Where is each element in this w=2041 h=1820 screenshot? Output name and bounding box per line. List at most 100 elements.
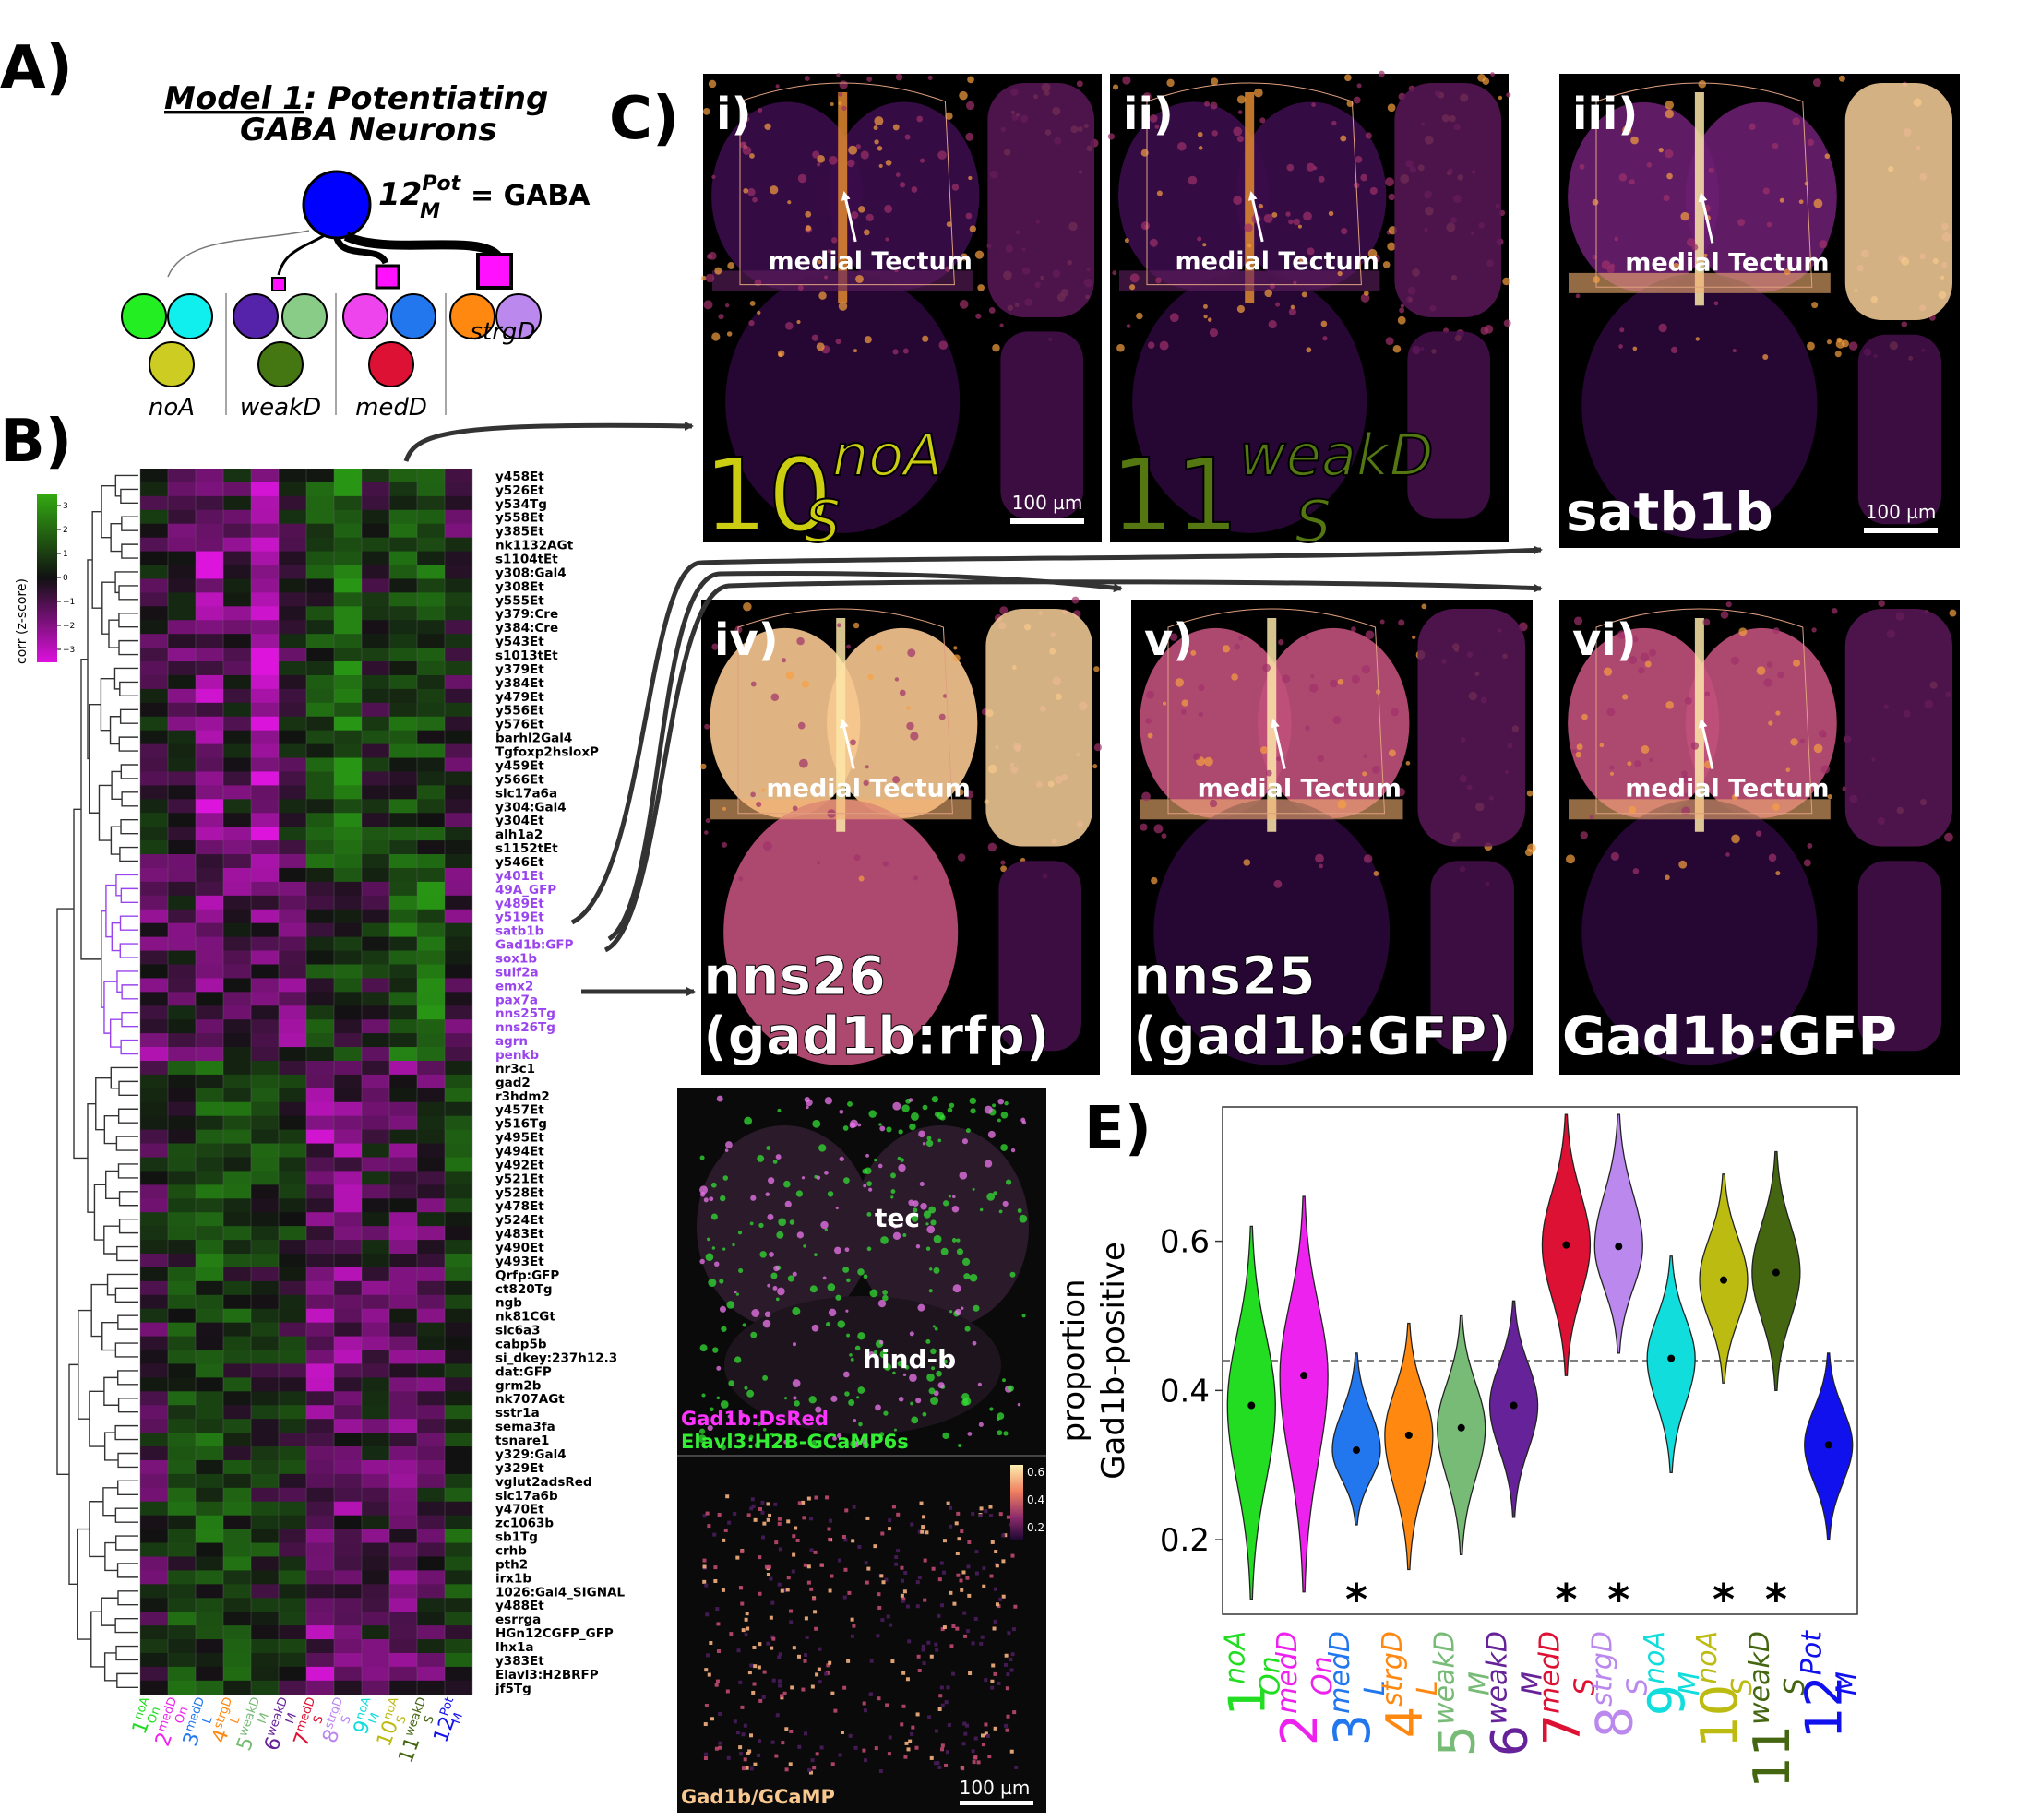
speckle <box>1592 198 1599 206</box>
heatmap-row-label: y458Et <box>495 470 544 484</box>
heatmap-cell <box>445 1157 472 1172</box>
heatmap-cell <box>445 1666 472 1682</box>
speckle <box>708 79 717 89</box>
cell-dot <box>776 1231 784 1239</box>
column-label: 1noAOn <box>127 1695 166 1739</box>
heatmap-cell <box>362 1639 389 1654</box>
ratio-pixel <box>993 1671 997 1676</box>
speckle <box>1304 635 1309 640</box>
heatmap-cell <box>140 1487 168 1503</box>
heatmap-cell <box>362 895 389 910</box>
ratio-pixel <box>903 1755 908 1759</box>
cell-dot <box>836 1433 842 1439</box>
heatmap-cell <box>196 992 223 1006</box>
heatmap-row-label: lhx1a <box>495 1640 533 1655</box>
heatmap-cell <box>140 1005 168 1020</box>
heatmap-cell <box>168 1556 196 1571</box>
heatmap-row-label: y495Et <box>495 1131 544 1146</box>
heatmap-cell <box>140 1060 168 1076</box>
heatmap-cell <box>445 565 472 579</box>
speckle <box>796 636 805 646</box>
heatmap-cell <box>168 950 196 965</box>
heatmap-cell <box>196 1060 223 1076</box>
cell-dot <box>853 1418 856 1422</box>
ratio-pixel <box>973 1616 978 1621</box>
speckle <box>830 237 838 244</box>
speckle <box>1695 337 1700 341</box>
ratio-pixel <box>862 1748 866 1753</box>
model-title-line2: GABA Neurons <box>240 112 497 149</box>
heatmap-cell <box>251 1529 279 1543</box>
heatmap-cell <box>168 1074 196 1089</box>
heatmap-cell <box>445 1598 472 1612</box>
heatmap-cell <box>389 537 417 552</box>
heatmap-row-label: y521Et <box>495 1172 544 1186</box>
speckle <box>884 204 893 213</box>
heatmap-cell <box>362 992 389 1006</box>
speckle <box>1665 874 1670 881</box>
heatmap-cell <box>306 895 334 910</box>
heatmap-cell <box>362 771 389 786</box>
ratio-pixel <box>994 1550 998 1554</box>
heatmap-cell <box>279 799 306 814</box>
heatmap-cell <box>279 1060 306 1076</box>
cell-dot <box>919 1181 925 1187</box>
heatmap-cell <box>417 1033 445 1048</box>
cell-dot <box>710 1213 718 1220</box>
heatmap-cell <box>140 1639 168 1654</box>
speckle <box>797 284 804 291</box>
heatmap-row-label: s1152tEt <box>495 841 558 856</box>
ratio-pixel <box>987 1755 992 1759</box>
heatmap-cell <box>362 1542 389 1557</box>
heatmap-cell <box>334 1171 362 1185</box>
cell-dot <box>707 1424 713 1432</box>
heatmap-cell <box>389 1391 417 1406</box>
heatmap-cell <box>251 1405 279 1420</box>
speckle <box>703 300 713 310</box>
heatmap-cell <box>417 688 445 704</box>
cell-dot <box>827 1191 834 1197</box>
significance-star: * <box>1345 1575 1367 1624</box>
heatmap-cell <box>306 606 334 621</box>
scale-bar <box>960 1801 1033 1805</box>
ratio-pixel <box>780 1588 784 1593</box>
speckle <box>1382 261 1391 268</box>
heatmap-cell <box>279 1184 306 1199</box>
heatmap-cell <box>140 743 168 758</box>
heatmap-cell <box>223 1157 251 1172</box>
heatmap-cell <box>223 1033 251 1048</box>
ratio-pixel <box>881 1580 886 1585</box>
speckle <box>1346 100 1354 108</box>
heatmap-cell <box>306 785 334 800</box>
heatmap-cell <box>168 1350 196 1364</box>
cell-dot <box>809 1285 818 1293</box>
ratio-pixel <box>784 1767 789 1772</box>
speckle <box>841 255 846 260</box>
ratio-pixel <box>963 1731 968 1736</box>
cell-dot <box>806 1105 809 1110</box>
heatmap-cell <box>223 1529 251 1543</box>
heatmap-cell <box>279 1047 306 1062</box>
speckle <box>841 105 847 112</box>
speckle <box>770 693 780 702</box>
colorbar-tick-label: 1 <box>63 550 68 559</box>
heatmap-cell <box>417 1556 445 1571</box>
ratio-pixel <box>966 1564 971 1569</box>
ratio-pixel <box>949 1644 954 1648</box>
cell-dot <box>931 1366 936 1371</box>
speckle <box>1265 769 1272 777</box>
heatmap-cell <box>334 702 362 718</box>
ratio-pixel <box>984 1731 988 1736</box>
ratio-pixel <box>745 1766 749 1770</box>
heatmap-cell <box>445 1267 472 1282</box>
speckle <box>835 339 841 345</box>
speckle <box>1812 78 1821 87</box>
ratio-pixel <box>851 1539 855 1543</box>
heatmap-cell <box>445 592 472 607</box>
cell-dot <box>877 1299 887 1308</box>
speckle <box>906 721 914 731</box>
heatmap-cell <box>445 1212 472 1227</box>
violin-median-dot <box>1247 1401 1256 1410</box>
heatmap-cell <box>417 1336 445 1350</box>
heatmap-cell <box>334 867 362 883</box>
